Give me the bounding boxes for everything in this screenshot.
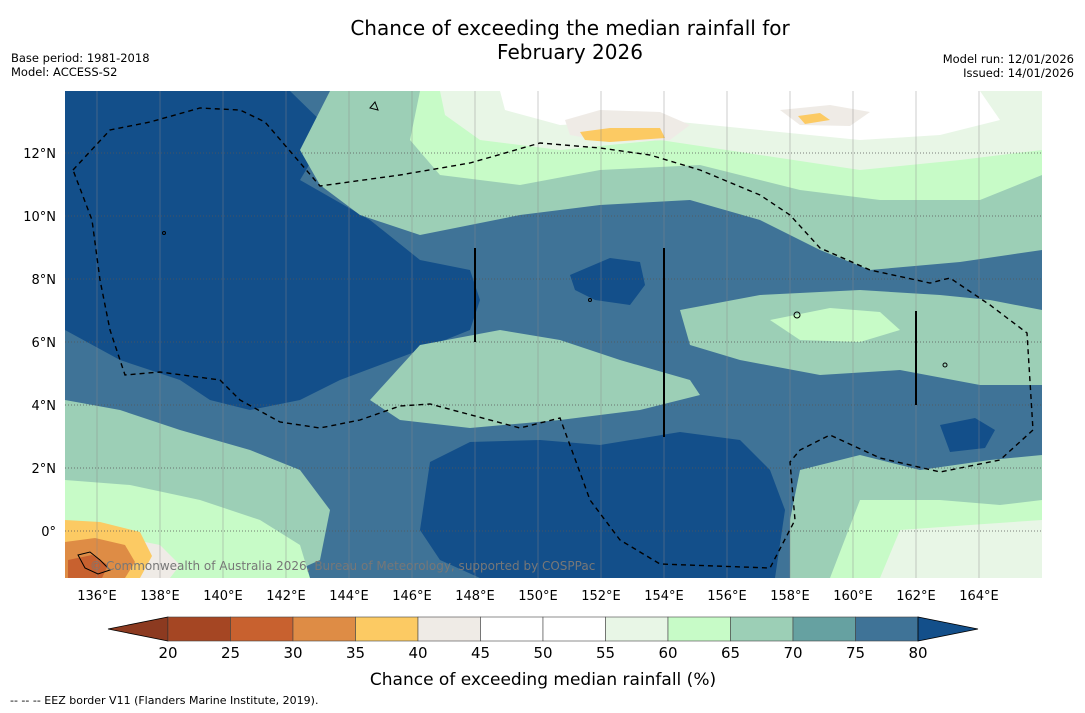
lon-label: 150°E xyxy=(518,589,558,604)
colorbar-tick-label: 30 xyxy=(283,644,302,662)
region-moderate-band-middle xyxy=(370,330,700,428)
lon-label: 140°E xyxy=(203,589,243,604)
longitude-axis: 136°E 138°E 140°E 142°E 144°E 146°E 148°… xyxy=(77,589,999,604)
region-dry-northeast xyxy=(798,113,830,124)
islands xyxy=(77,101,948,575)
lat-label: 4°N xyxy=(32,399,57,414)
region-low-moderate-east xyxy=(770,308,900,342)
lon-label: 138°E xyxy=(140,589,180,604)
meridians xyxy=(96,91,980,578)
colorbar xyxy=(107,616,979,642)
colorbar-segment xyxy=(542,616,606,642)
lon-label: 144°E xyxy=(329,589,369,604)
colorbar-tick-label: 35 xyxy=(346,644,365,662)
map-title-line1: Chance of exceeding the median rainfall … xyxy=(350,16,790,40)
colorbar-segment xyxy=(855,616,919,642)
colorbar-tick-label: 75 xyxy=(846,644,865,662)
region-very-high-west xyxy=(65,91,480,410)
colorbar-tick-label: 40 xyxy=(408,644,427,662)
colorbar-under-arrow xyxy=(107,616,169,642)
colorbar-segment xyxy=(605,616,669,642)
graticule xyxy=(65,152,1042,532)
lon-label: 152°E xyxy=(581,589,621,604)
lat-label: 6°N xyxy=(32,336,57,351)
copyright-notice: © Commonwealth of Australia 2026, Bureau… xyxy=(90,559,595,573)
eez-legend-note: -- -- -- EEZ border V11 (Flanders Marine… xyxy=(10,694,319,707)
colorbar-segment xyxy=(230,616,294,642)
lon-label: 158°E xyxy=(770,589,810,604)
lon-label: 148°E xyxy=(455,589,495,604)
model-name: Model: ACCESS-S2 xyxy=(11,65,118,79)
lon-label: 164°E xyxy=(959,589,999,604)
colorbar-tick-label: 55 xyxy=(596,644,615,662)
colorbar-tick-label: 20 xyxy=(158,644,177,662)
colorbar-tick-label: 65 xyxy=(721,644,740,662)
lat-label: 12°N xyxy=(23,147,56,162)
colorbar-segment xyxy=(355,616,419,642)
colorbar-segment xyxy=(792,616,856,642)
base-period: Base period: 1981-2018 xyxy=(11,51,150,65)
colorbar-title: Chance of exceeding median rainfall (%) xyxy=(370,670,716,690)
region-neutral-south xyxy=(880,520,1042,578)
lat-label: 10°N xyxy=(23,210,56,225)
boundary-lines xyxy=(474,248,917,437)
region-driest-southwest xyxy=(68,555,108,578)
colorbar-segment xyxy=(167,616,231,642)
issued-date: Issued: 14/01/2026 xyxy=(963,66,1074,80)
lat-label: 0° xyxy=(41,525,56,540)
lat-label: 2°N xyxy=(32,462,57,477)
latitude-axis: 12°N 10°N 8°N 6°N 4°N 2°N 0° xyxy=(23,147,56,540)
map-title-line2: February 2026 xyxy=(497,40,643,64)
lon-label: 160°E xyxy=(833,589,873,604)
colorbar-segment xyxy=(667,616,731,642)
colorbar-segment xyxy=(417,616,481,642)
colorbar-tick-label: 25 xyxy=(221,644,240,662)
region-very-high-central xyxy=(570,258,645,305)
lat-label: 8°N xyxy=(32,273,57,288)
region-very-high-east xyxy=(940,418,995,452)
colorbar-segment xyxy=(480,616,544,642)
lon-label: 146°E xyxy=(392,589,432,604)
colorbar-tick-label: 50 xyxy=(533,644,552,662)
colorbar-tick-label: 45 xyxy=(471,644,490,662)
colorbar-tick-label: 70 xyxy=(783,644,802,662)
lon-label: 154°E xyxy=(644,589,684,604)
model-run-date: Model run: 12/01/2026 xyxy=(942,52,1074,66)
colorbar-over-arrow xyxy=(917,616,979,642)
lon-label: 156°E xyxy=(707,589,747,604)
lon-label: 136°E xyxy=(77,589,117,604)
colorbar-segment xyxy=(730,616,794,642)
colorbar-tick-label: 80 xyxy=(908,644,927,662)
lon-label: 142°E xyxy=(266,589,306,604)
colorbar-tick-label: 60 xyxy=(658,644,677,662)
lon-label: 162°E xyxy=(896,589,936,604)
eez-borders xyxy=(72,107,1034,569)
colorbar-ticks: 20 25 30 35 40 45 50 55 60 65 70 75 80 xyxy=(158,644,927,662)
region-very-high-south xyxy=(420,432,785,578)
rainfall-probability-map: © Commonwealth of Australia 2026, Bureau… xyxy=(65,91,1042,578)
region-median-north xyxy=(500,91,1000,140)
colorbar-segment xyxy=(292,616,356,642)
